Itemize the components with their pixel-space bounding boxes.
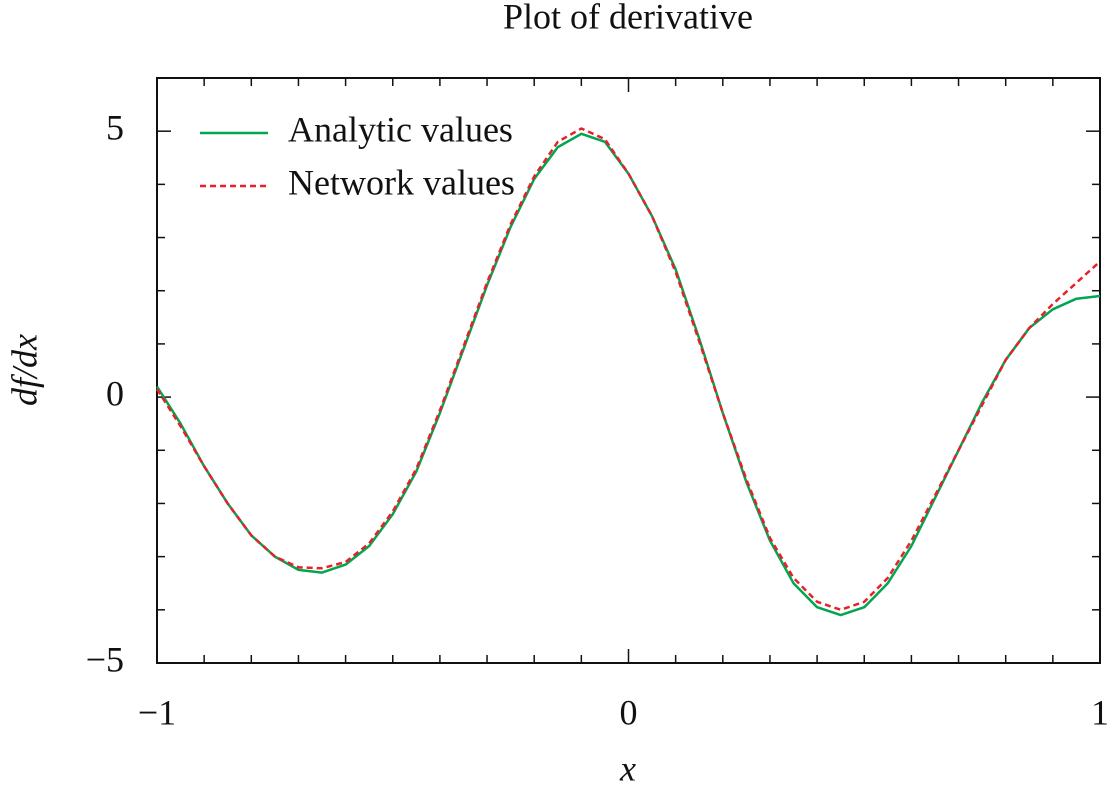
x-tick-label: −1	[138, 692, 176, 732]
y-tick-label: −5	[86, 639, 124, 679]
legend-label: Network values	[288, 162, 515, 202]
series-line	[155, 132, 1101, 617]
legend-label: Analytic values	[288, 109, 513, 149]
x-tick-label: 1	[1091, 692, 1109, 732]
y-tick-label: 5	[106, 107, 124, 147]
x-tick-label: 0	[620, 692, 638, 732]
x-axis-label: x	[619, 748, 636, 788]
series-line	[155, 127, 1101, 612]
y-axis-label: df/dx	[4, 334, 44, 406]
y-tick-label: 0	[106, 373, 124, 413]
chart-title: Plot of derivative	[503, 0, 753, 36]
